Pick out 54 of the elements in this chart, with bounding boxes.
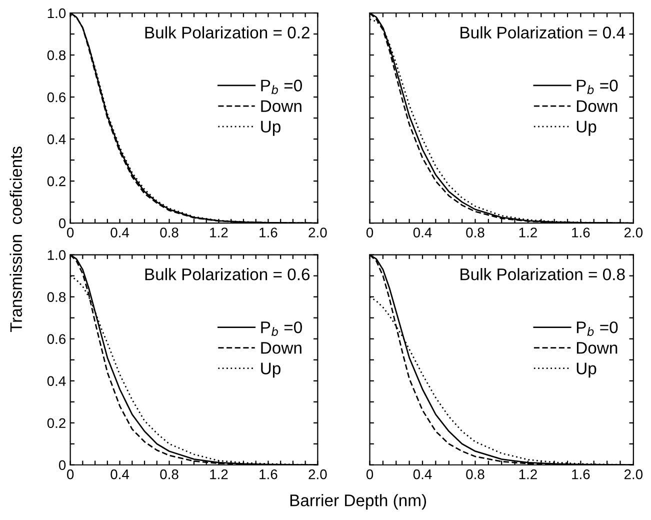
legend-label: Down [576,100,618,112]
legend-label: Down [576,342,618,354]
x-tick-label: 0.8 [160,228,178,238]
x-tick-label: 0.4 [413,228,432,238]
x-tick-label: 1.2 [210,228,228,238]
x-tick-label: 0.8 [466,228,484,238]
legend-label: P$_{b}$ =0 [576,80,618,94]
y-tick-label: 0.8 [47,292,66,302]
x-tick-label: 0.8 [160,469,178,480]
x-tick-label: 1.2 [519,228,537,238]
y-tick-label: 0.4 [47,376,66,386]
legend-label: P$_{b}$ =0 [576,321,618,336]
y-tick-label: 0.6 [47,334,66,344]
text: Bulk Polarization = 0.8 [460,268,625,280]
x-tick-label: 2.0 [308,469,327,480]
y-tick-label: 0.4 [47,134,66,144]
y-tick-label: 0.2 [47,418,66,428]
x-tick-label: 1.2 [519,469,537,480]
legend-label: P$_{b}$ =0 [261,80,302,94]
legend-label: Up [576,120,596,136]
text: Bulk Polarization = 0.4 [460,26,626,38]
x-tick-label: 1.2 [210,469,228,480]
y-tick-label: 0.2 [47,176,66,186]
legend-label: Down [261,342,302,354]
text: Bulk Polarization = 0.2 [145,26,310,38]
y-tick-label: 1.0 [48,250,66,260]
legend-label: Up [261,120,280,136]
x-tick-label: 1.6 [572,469,590,480]
x-tick-label: 0.4 [110,469,130,480]
y-tick-label: 0.8 [47,50,66,60]
x-tick-label: 0.8 [466,469,484,480]
x-tick-label: 0 [366,469,374,480]
y-tick-label: 0.6 [47,92,66,102]
y-tick-label: 0 [58,460,66,470]
legend-label: Up [261,362,280,378]
x-tick-label: 1.6 [260,469,278,480]
legend-label: Up [576,362,596,378]
x-tick-label: 2.0 [624,228,643,238]
x-tick-label: 0.4 [110,228,130,238]
x-tick-label: 0 [66,228,74,238]
x-tick-label: 2.0 [308,228,327,238]
x-axis-title: Barrier Depth (nm) [290,494,426,510]
x-tick-label: 0.4 [413,469,432,480]
y-tick-label: 1.0 [48,8,66,18]
y-axis-title: Transmission coeficients [10,146,22,332]
x-tick-label: 0 [66,469,74,480]
x-tick-label: 2.0 [624,469,643,480]
y-tick-label: 0 [58,218,66,228]
x-tick-label: 1.6 [260,228,278,238]
x-tick-label: 1.6 [572,228,590,238]
x-tick-label: 0 [366,228,374,238]
legend-label: Down [261,100,302,112]
legend-label: P$_{b}$ =0 [261,321,302,336]
text: Bulk Polarization = 0.6 [145,268,310,280]
